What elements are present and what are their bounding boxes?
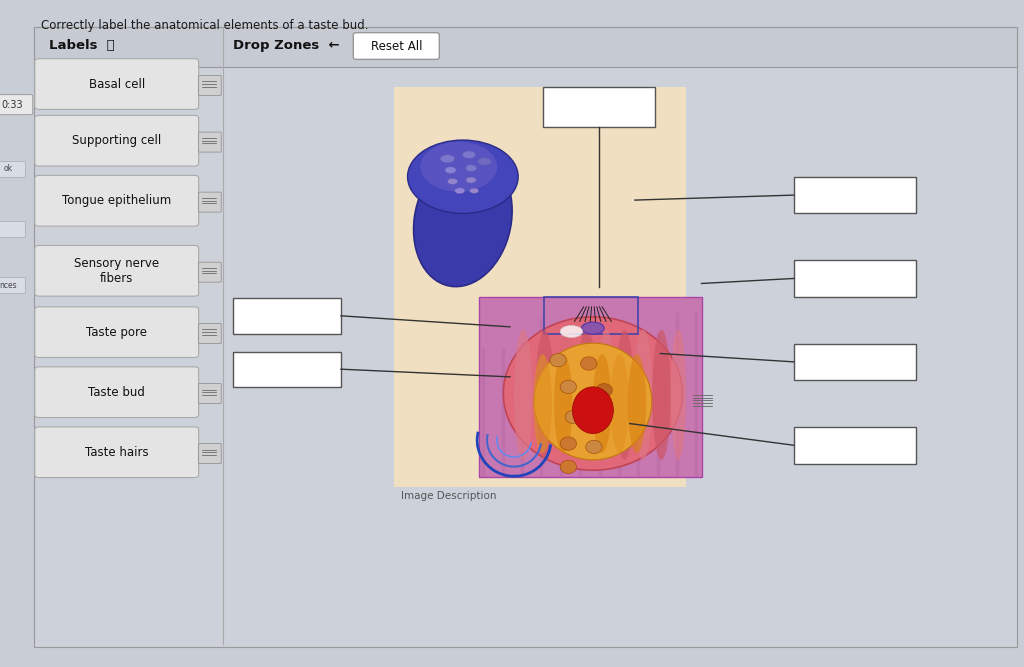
Ellipse shape bbox=[408, 140, 518, 213]
Bar bbox=[794, 344, 916, 380]
FancyBboxPatch shape bbox=[35, 427, 199, 478]
Ellipse shape bbox=[591, 414, 607, 427]
Bar bbox=[233, 298, 341, 334]
Ellipse shape bbox=[514, 330, 532, 460]
Ellipse shape bbox=[556, 330, 577, 460]
Bar bbox=[794, 427, 916, 464]
FancyBboxPatch shape bbox=[199, 75, 221, 95]
Ellipse shape bbox=[596, 384, 612, 397]
FancyBboxPatch shape bbox=[199, 323, 221, 344]
Ellipse shape bbox=[560, 460, 577, 474]
Text: Supporting cell: Supporting cell bbox=[72, 134, 162, 147]
FancyBboxPatch shape bbox=[353, 33, 439, 59]
Ellipse shape bbox=[469, 188, 479, 193]
Bar bbox=[34, 27, 1017, 67]
Ellipse shape bbox=[440, 155, 455, 163]
FancyBboxPatch shape bbox=[35, 175, 199, 226]
Ellipse shape bbox=[572, 354, 591, 453]
Ellipse shape bbox=[560, 437, 577, 450]
FancyBboxPatch shape bbox=[35, 367, 199, 418]
FancyBboxPatch shape bbox=[35, 307, 199, 358]
Ellipse shape bbox=[572, 387, 613, 434]
Text: ok: ok bbox=[4, 164, 12, 173]
FancyBboxPatch shape bbox=[35, 59, 199, 109]
Ellipse shape bbox=[628, 354, 646, 453]
Ellipse shape bbox=[581, 357, 597, 370]
Ellipse shape bbox=[463, 151, 476, 159]
FancyBboxPatch shape bbox=[0, 221, 25, 237]
Ellipse shape bbox=[560, 380, 577, 394]
Ellipse shape bbox=[652, 330, 671, 460]
FancyBboxPatch shape bbox=[0, 161, 25, 177]
Text: Reset All: Reset All bbox=[371, 39, 422, 53]
Ellipse shape bbox=[593, 354, 611, 453]
FancyBboxPatch shape bbox=[199, 384, 221, 404]
Bar bbox=[543, 87, 655, 127]
Ellipse shape bbox=[447, 179, 458, 185]
Ellipse shape bbox=[465, 165, 477, 171]
FancyBboxPatch shape bbox=[199, 262, 221, 282]
Ellipse shape bbox=[421, 141, 498, 192]
Bar bbox=[233, 352, 341, 387]
Text: Taste hairs: Taste hairs bbox=[85, 446, 148, 459]
Text: Tongue epithelium: Tongue epithelium bbox=[62, 194, 171, 207]
Ellipse shape bbox=[455, 188, 465, 194]
Ellipse shape bbox=[535, 343, 651, 460]
Text: Sensory nerve
fibers: Sensory nerve fibers bbox=[74, 257, 160, 285]
Text: nces: nces bbox=[0, 281, 17, 290]
Bar bbox=[394, 87, 686, 487]
Ellipse shape bbox=[582, 322, 604, 334]
Ellipse shape bbox=[550, 354, 566, 367]
Ellipse shape bbox=[534, 354, 552, 453]
Ellipse shape bbox=[444, 167, 457, 173]
Ellipse shape bbox=[565, 410, 582, 424]
FancyBboxPatch shape bbox=[199, 444, 221, 464]
Ellipse shape bbox=[503, 317, 682, 470]
Ellipse shape bbox=[554, 354, 572, 453]
Text: Taste pore: Taste pore bbox=[86, 325, 147, 339]
Ellipse shape bbox=[477, 158, 492, 165]
Text: Drop Zones  ←: Drop Zones ← bbox=[233, 39, 340, 52]
Ellipse shape bbox=[577, 330, 597, 460]
FancyBboxPatch shape bbox=[35, 115, 199, 166]
Text: Correctly label the anatomical elements of a taste bud.: Correctly label the anatomical elements … bbox=[41, 19, 369, 31]
Text: Taste bud: Taste bud bbox=[88, 386, 145, 399]
Ellipse shape bbox=[586, 440, 602, 454]
Bar bbox=[794, 177, 916, 213]
Text: Basal cell: Basal cell bbox=[89, 77, 144, 91]
Ellipse shape bbox=[610, 354, 629, 453]
Text: Image Description: Image Description bbox=[401, 491, 497, 501]
Ellipse shape bbox=[466, 177, 476, 183]
Ellipse shape bbox=[536, 330, 554, 460]
Bar bbox=[794, 260, 916, 297]
Ellipse shape bbox=[414, 153, 512, 287]
Ellipse shape bbox=[560, 325, 583, 338]
Text: 0:33: 0:33 bbox=[1, 100, 24, 109]
FancyBboxPatch shape bbox=[35, 245, 199, 296]
Ellipse shape bbox=[615, 330, 634, 460]
Text: Labels  ⓘ: Labels ⓘ bbox=[49, 39, 115, 52]
FancyBboxPatch shape bbox=[0, 95, 33, 115]
Bar bbox=[479, 297, 702, 477]
Ellipse shape bbox=[634, 330, 652, 460]
Ellipse shape bbox=[671, 330, 686, 460]
FancyBboxPatch shape bbox=[34, 27, 1017, 647]
FancyBboxPatch shape bbox=[199, 192, 221, 212]
Bar bbox=[544, 297, 638, 334]
Ellipse shape bbox=[597, 330, 615, 460]
FancyBboxPatch shape bbox=[199, 132, 221, 152]
FancyBboxPatch shape bbox=[0, 277, 25, 293]
